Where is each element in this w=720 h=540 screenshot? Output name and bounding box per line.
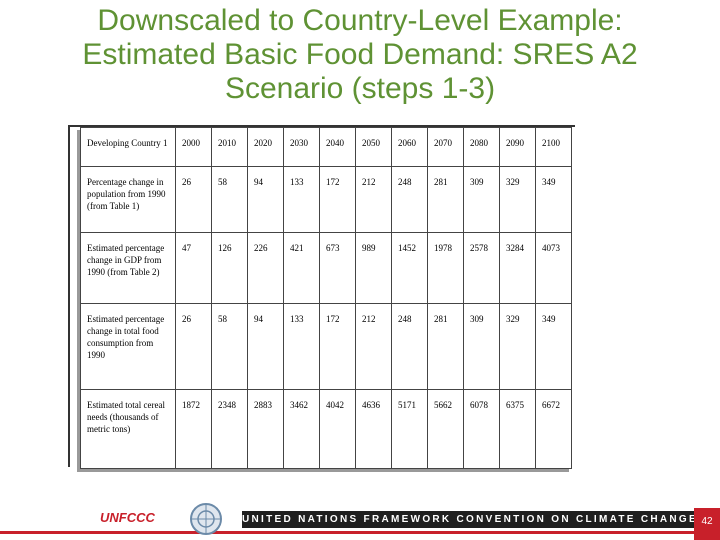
cell: 6078 <box>463 389 500 469</box>
title-line: Scenario (steps 1-3) <box>224 72 496 105</box>
title-line: Estimated Basic Food Demand: SRES A2 <box>82 38 638 71</box>
row-label: Percentage change in population from 199… <box>80 166 176 233</box>
cell: 4042 <box>319 389 356 469</box>
footer-line <box>0 531 720 534</box>
cell: 309 <box>463 303 500 390</box>
cell: 349 <box>535 303 572 390</box>
un-emblem <box>190 503 222 535</box>
cell: 309 <box>463 166 500 233</box>
slide-title: Downscaled to Country-Level Example: Est… <box>0 4 720 106</box>
header-cell: 2020 <box>247 127 284 167</box>
cell: 226 <box>247 232 284 304</box>
cell: 248 <box>391 166 428 233</box>
cell: 26 <box>175 166 212 233</box>
cell: 1452 <box>391 232 428 304</box>
cell: 1872 <box>175 389 212 469</box>
cell: 3284 <box>499 232 536 304</box>
cell: 2348 <box>211 389 248 469</box>
row-label: Estimated percentage change in total foo… <box>80 303 176 390</box>
cell: 1978 <box>427 232 464 304</box>
page-number: 42 <box>694 508 720 540</box>
cell: 133 <box>283 303 320 390</box>
cell: 281 <box>427 303 464 390</box>
row-label: Estimated percentage change in GDP from … <box>80 232 176 304</box>
table-frame <box>68 125 575 467</box>
cell: 2578 <box>463 232 500 304</box>
cell: 26 <box>175 303 212 390</box>
header-cell: Developing Country 1 <box>80 127 176 167</box>
cell: 133 <box>283 166 320 233</box>
cell: 172 <box>319 303 356 390</box>
header-cell: 2050 <box>355 127 392 167</box>
header-cell: 2100 <box>535 127 572 167</box>
cell: 3462 <box>283 389 320 469</box>
header-cell: 2040 <box>319 127 356 167</box>
cell: 5662 <box>427 389 464 469</box>
header-cell: 2030 <box>283 127 320 167</box>
footer-banner: UNITED NATIONS FRAMEWORK CONVENTION ON C… <box>242 511 696 528</box>
cell: 329 <box>499 303 536 390</box>
header-cell: 2070 <box>427 127 464 167</box>
data-table: Developing Country 1 2000 2010 2020 2030 2040… <box>80 127 572 469</box>
cell: 94 <box>247 166 284 233</box>
cell: 329 <box>499 166 536 233</box>
cell: 6672 <box>535 389 572 469</box>
header-cell: 2000 <box>175 127 212 167</box>
table-row: Percentage change in population from 199… <box>80 166 572 233</box>
header-cell: 2090 <box>499 127 536 167</box>
cell: 172 <box>319 166 356 233</box>
header-cell: 2060 <box>391 127 428 167</box>
cell: 421 <box>283 232 320 304</box>
table-row: Estimated total cereal needs (thousands … <box>80 389 572 469</box>
cell: 989 <box>355 232 392 304</box>
cell: 281 <box>427 166 464 233</box>
header-row: Developing Country 1 2000 2010 2020 2030 2040… <box>80 127 572 167</box>
cell: 2883 <box>247 389 284 469</box>
cell: 4073 <box>535 232 572 304</box>
cell: 6375 <box>499 389 536 469</box>
cell: 248 <box>391 303 428 390</box>
cell: 349 <box>535 166 572 233</box>
cell: 58 <box>211 166 248 233</box>
row-label: Estimated total cereal needs (thousands … <box>80 389 176 469</box>
table-row: Estimated percentage change in GDP from … <box>80 232 572 304</box>
cell: 5171 <box>391 389 428 469</box>
cell: 212 <box>355 166 392 233</box>
unfccc-logo: UNFCCC <box>100 510 155 525</box>
cell: 126 <box>211 232 248 304</box>
cell: 94 <box>247 303 284 390</box>
header-cell: 2010 <box>211 127 248 167</box>
cell: 47 <box>175 232 212 304</box>
cell: 4636 <box>355 389 392 469</box>
cell: 673 <box>319 232 356 304</box>
header-cell: 2080 <box>463 127 500 167</box>
title-line: Downscaled to Country-Level Example: <box>97 4 623 37</box>
cell: 212 <box>355 303 392 390</box>
table-row: Estimated percentage change in total foo… <box>80 303 572 390</box>
cell: 58 <box>211 303 248 390</box>
